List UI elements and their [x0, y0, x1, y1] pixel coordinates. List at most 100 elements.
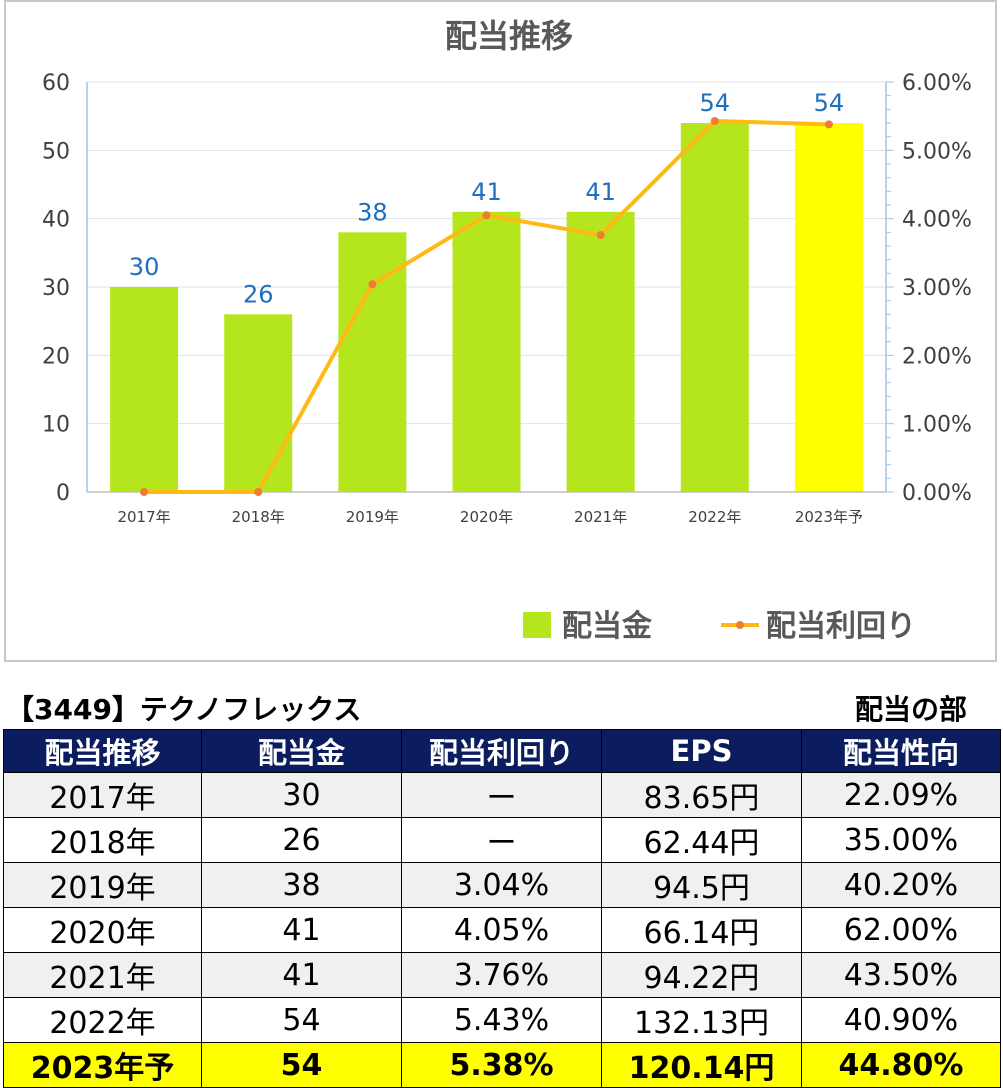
table-row: 2021年 41 3.76% 94.22円 43.50%: [3, 952, 1001, 998]
cell-payout: 43.50%: [801, 952, 1001, 998]
y-right-tick-label: 5.00%: [902, 139, 972, 164]
chart-panel: 配当推移 0 10 20 30 40 50 60 0.00% 1.00% 2.00% 3.00% 4.0…: [4, 0, 997, 662]
bar-dividend: [224, 314, 293, 492]
bar-dividend: [338, 232, 407, 493]
bar-data-label: 30: [129, 253, 160, 281]
header-dividend: 配当金: [201, 729, 402, 773]
y-left-tick-label: 60: [42, 71, 70, 96]
table-row: 2018年 26 ー 62.44円 35.00%: [3, 817, 1001, 863]
x-tick-label: 2018年: [232, 508, 285, 526]
section-title: 配当の部: [854, 693, 967, 726]
y-left-tick-label: 20: [42, 344, 70, 369]
cell-dividend: 54: [201, 1042, 402, 1088]
dividend-chart: 配当推移 0 10 20 30 40 50 60 0.00% 1.00% 2.00% 3.00% 4.0…: [42, 17, 972, 644]
cell-payout: 62.00%: [801, 907, 1001, 953]
legend-label-dividend: 配当金: [562, 609, 653, 644]
bar-dividend: [110, 287, 179, 492]
line-yield-marker: [824, 120, 833, 129]
chart-title: 配当推移: [445, 17, 573, 55]
cell-year: 2021年: [3, 952, 202, 998]
cell-dividend: 30: [201, 772, 402, 818]
table-row: 2020年 41 4.05% 66.14円 62.00%: [3, 907, 1001, 953]
y-left-tick-label: 0: [56, 481, 70, 506]
y-right-tick-label: 2.00%: [902, 344, 972, 369]
legend-swatch-dividend: [523, 612, 551, 638]
cell-year: 2017年: [3, 772, 202, 818]
line-yield-marker: [710, 116, 719, 125]
line-yield-marker: [482, 211, 491, 220]
y-right-tick-label: 3.00%: [902, 276, 972, 301]
x-tick-label: 2023年予: [795, 508, 863, 526]
x-tick-label: 2022年: [688, 508, 741, 526]
line-yield-marker: [140, 488, 149, 496]
header-yield: 配当利回り: [401, 729, 602, 773]
bar-data-label: 38: [357, 198, 388, 226]
y-left-tick-label: 40: [42, 208, 70, 233]
bar-data-label: 41: [471, 178, 502, 206]
company-title: 【3449】テクノフレックス: [6, 693, 362, 726]
line-yield-marker: [254, 488, 263, 496]
cell-dividend: 41: [201, 907, 402, 953]
cell-eps: 66.14円: [601, 907, 802, 953]
y-right-tick-label: 4.00%: [902, 208, 972, 233]
bar-dividend: [452, 211, 521, 493]
cell-yield: 5.43%: [401, 997, 602, 1043]
cell-year: 2023年予: [3, 1042, 202, 1088]
y-left-tick-label: 10: [42, 413, 70, 438]
line-yield-marker: [368, 280, 377, 289]
legend-marker-yield: [736, 621, 744, 629]
cell-dividend: 54: [201, 997, 402, 1043]
cell-yield: 3.76%: [401, 952, 602, 998]
x-tick-label: 2017年: [117, 508, 170, 526]
cell-dividend: 41: [201, 952, 402, 998]
cell-eps: 62.44円: [601, 817, 802, 863]
header-year: 配当推移: [3, 729, 202, 773]
table-row-forecast: 2023年予 54 5.38% 120.14円 44.80%: [3, 1042, 1001, 1088]
header-eps: EPS: [601, 729, 802, 773]
y-right-tick-label: 6.00%: [902, 71, 972, 96]
y-left-tick-label: 50: [42, 139, 70, 164]
y-right-tick-label: 0.00%: [902, 481, 972, 506]
bar-data-label: 41: [585, 178, 616, 206]
cell-year: 2020年: [3, 907, 202, 953]
cell-yield: ー: [401, 772, 602, 818]
cell-yield: 3.04%: [401, 862, 602, 908]
cell-eps: 132.13円: [601, 997, 802, 1043]
cell-eps: 94.22円: [601, 952, 802, 998]
y-right-tick-label: 1.00%: [902, 413, 972, 438]
cell-eps: 120.14円: [601, 1042, 802, 1088]
bar-dividend: [794, 123, 863, 492]
bar-data-label: 54: [814, 89, 845, 117]
cell-year: 2018年: [3, 817, 202, 863]
dividend-table: 配当推移 配当金 配当利回り EPS 配当性向 2017年 30 ー 83.65…: [3, 729, 1001, 1088]
bar-dividend: [680, 123, 749, 492]
table-row: 2022年 54 5.43% 132.13円 40.90%: [3, 997, 1001, 1043]
x-tick-label: 2020年: [460, 508, 513, 526]
y-left-tick-label: 30: [42, 276, 70, 301]
cell-dividend: 26: [201, 817, 402, 863]
table-row: 2017年 30 ー 83.65円 22.09%: [3, 772, 1001, 818]
cell-eps: 94.5円: [601, 862, 802, 908]
x-tick-label: 2021年: [574, 508, 627, 526]
table-heading: 【3449】テクノフレックス 配当の部: [0, 688, 1003, 728]
cell-payout: 40.90%: [801, 997, 1001, 1043]
cell-year: 2022年: [3, 997, 202, 1043]
cell-year: 2019年: [3, 862, 202, 908]
cell-yield: ー: [401, 817, 602, 863]
x-tick-label: 2019年: [346, 508, 399, 526]
bar-dividend: [566, 211, 635, 493]
cell-yield: 5.38%: [401, 1042, 602, 1088]
header-payout: 配当性向: [801, 729, 1001, 773]
cell-payout: 22.09%: [801, 772, 1001, 818]
table-row: 2019年 38 3.04% 94.5円 40.20%: [3, 862, 1001, 908]
cell-payout: 35.00%: [801, 817, 1001, 863]
cell-dividend: 38: [201, 862, 402, 908]
legend-label-yield: 配当利回り: [766, 609, 916, 644]
cell-eps: 83.65円: [601, 772, 802, 818]
bar-data-label: 54: [700, 89, 731, 117]
line-yield-marker: [596, 231, 605, 240]
bar-data-label: 26: [243, 280, 274, 308]
table-header-row: 配当推移 配当金 配当利回り EPS 配当性向: [3, 729, 1001, 773]
cell-payout: 40.20%: [801, 862, 1001, 908]
cell-payout: 44.80%: [801, 1042, 1001, 1088]
